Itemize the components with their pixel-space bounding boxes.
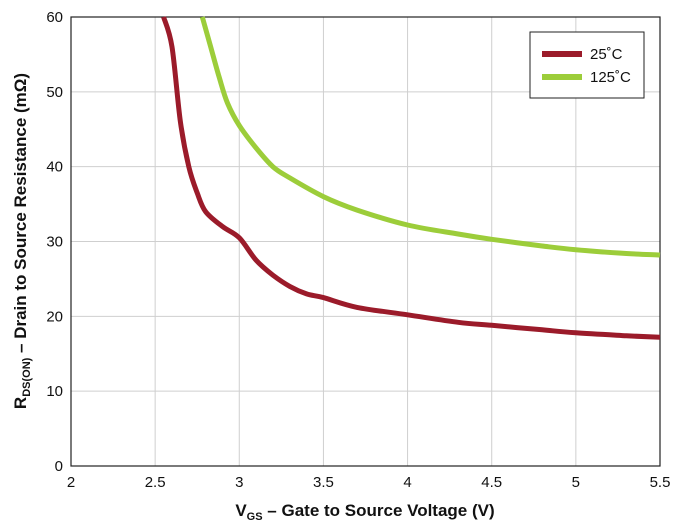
y-tick-label: 10 <box>46 383 63 400</box>
y-tick-label: 20 <box>46 308 63 325</box>
plot-frame <box>70 16 661 467</box>
y-tick-label: 50 <box>46 84 63 101</box>
y-tick-label: 0 <box>55 458 63 475</box>
y-tick-label: 30 <box>46 234 63 251</box>
legend-label-125c: 125˚C <box>590 69 631 86</box>
x-tick-label: 5.5 <box>650 474 671 491</box>
series-lines <box>161 16 661 340</box>
x-tick-labels: 2 2.5 3 3.5 4 4.5 5 5.5 <box>67 474 671 491</box>
series-line-125c <box>199 16 661 258</box>
x-tick-label: 4 <box>403 474 411 491</box>
x-tick-label: 3 <box>235 474 243 491</box>
legend: 25˚C 125˚C <box>529 31 645 99</box>
x-tick-label: 2.5 <box>145 474 166 491</box>
y-tick-labels: 0 10 20 30 40 50 60 <box>46 9 63 475</box>
y-tick-label: 40 <box>46 159 63 176</box>
series-line-25c <box>161 16 661 340</box>
x-tick-label: 5 <box>572 474 580 491</box>
x-tick-label: 3.5 <box>313 474 334 491</box>
y-axis-title: RDS(ON) – Drain to Source Resistance (mΩ… <box>11 73 33 409</box>
legend-box <box>529 31 645 99</box>
x-tick-label: 2 <box>67 474 75 491</box>
legend-label-25c: 25˚C <box>590 46 623 63</box>
x-tick-label: 4.5 <box>481 474 502 491</box>
x-axis-title: VGS – Gate to Source Voltage (V) <box>235 501 494 523</box>
y-tick-label: 60 <box>46 9 63 26</box>
